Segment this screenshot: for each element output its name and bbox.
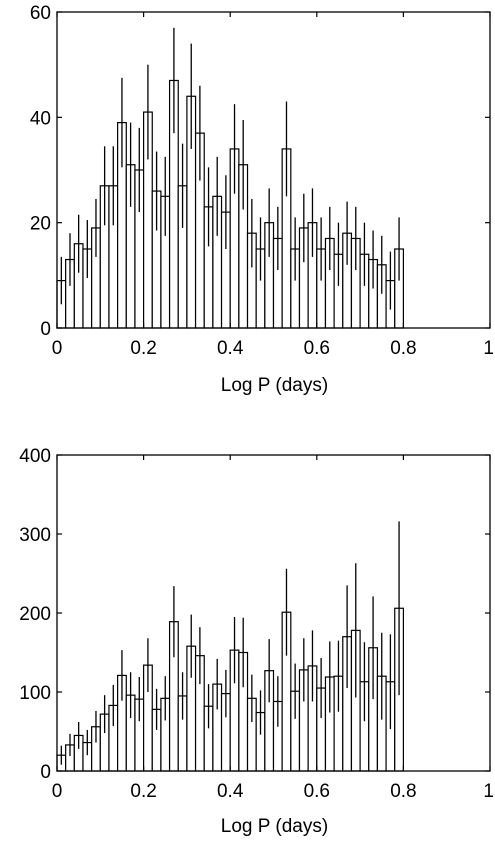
y-tick-label: 40 bbox=[30, 108, 51, 129]
x-tick-label: 0.6 bbox=[304, 781, 330, 802]
x-tick-label: 0.2 bbox=[130, 781, 156, 802]
x-axis-title: Log P (days) bbox=[221, 816, 328, 837]
plot-frame bbox=[56, 11, 491, 329]
y-tick-label: 300 bbox=[19, 525, 51, 546]
x-tick-label: 0 bbox=[52, 338, 63, 359]
x-tick-label: 1 bbox=[483, 338, 494, 359]
x-tick-label: 1 bbox=[483, 781, 494, 802]
y-tick-label: 60 bbox=[30, 3, 51, 24]
x-tick-label: 0 bbox=[52, 781, 63, 802]
x-tick-label: 0.8 bbox=[390, 781, 416, 802]
x-tick-label: 0.4 bbox=[217, 781, 244, 802]
y-tick-label: 400 bbox=[19, 446, 51, 467]
y-tick-label: 100 bbox=[19, 683, 51, 704]
x-axis-title: Log P (days) bbox=[221, 375, 328, 396]
y-tick-label: 0 bbox=[40, 319, 51, 340]
panel-bottom-histogram: 0 0.2 0.4 0.6 0.8 1 0 100 200 300 400 Log P (days) bbox=[19, 446, 494, 837]
x-tick-label: 0.2 bbox=[130, 338, 156, 359]
y-tick-label: 200 bbox=[19, 604, 51, 625]
x-tick-label: 0.4 bbox=[217, 338, 244, 359]
panel-top-histogram: 0 0.2 0.4 0.6 0.8 1 0 20 40 60 Log P (days) bbox=[30, 3, 494, 396]
x-tick-label: 0.6 bbox=[304, 338, 330, 359]
y-tick-label: 0 bbox=[40, 762, 51, 783]
x-tick-label: 0.8 bbox=[390, 338, 416, 359]
y-tick-label: 20 bbox=[30, 214, 51, 235]
